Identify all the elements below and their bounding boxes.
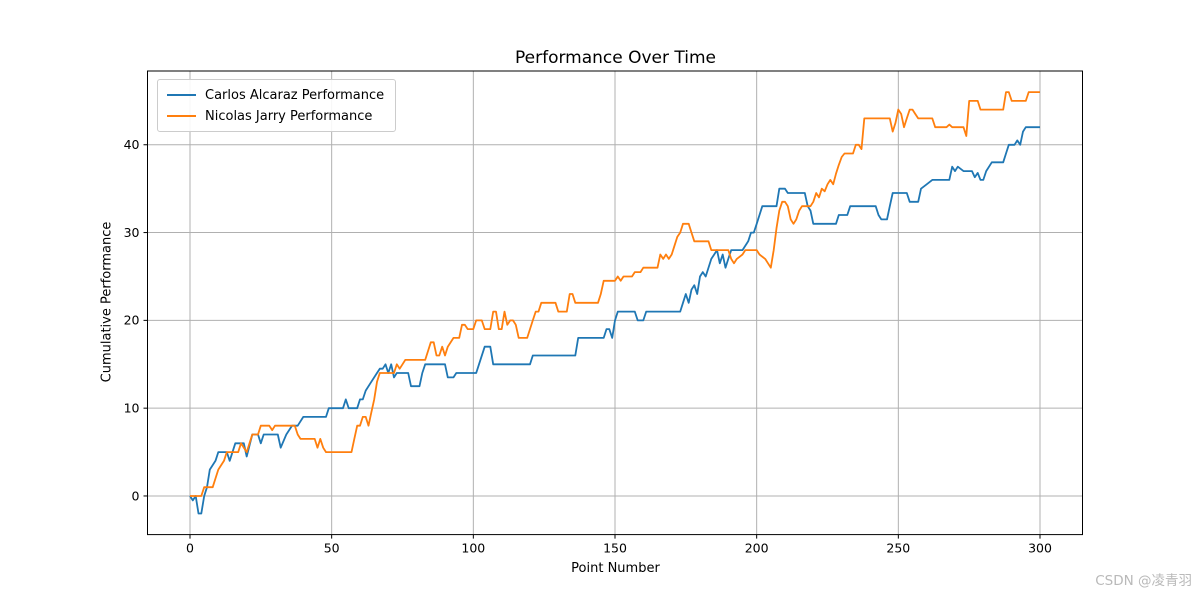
series-line-carlos-alcaraz-performance bbox=[189, 126, 1040, 515]
chart-title: Performance Over Time bbox=[514, 48, 717, 68]
x-tick-label-100: 100 bbox=[461, 541, 485, 556]
y-tick-label-10: 10 bbox=[124, 400, 140, 415]
tick-labels: 0 50 100 150 200 250 300 0 10 20 30 40 bbox=[124, 137, 1052, 556]
y-tick-label-40: 40 bbox=[124, 137, 140, 152]
y-tick-label-0: 0 bbox=[132, 488, 140, 503]
legend-item-carlos-alcaraz: Carlos Alcaraz Performance bbox=[167, 86, 384, 104]
series-line-nicolas-jarry-performance bbox=[190, 91, 1040, 497]
x-axis-label: Point Number bbox=[571, 561, 660, 576]
watermark: CSDN @凌青羽 bbox=[1095, 573, 1192, 589]
x-tick-label-50: 50 bbox=[324, 541, 340, 556]
gridlines bbox=[147, 71, 1083, 535]
legend-label-nicolas-jarry: Nicolas Jarry Performance bbox=[205, 108, 373, 124]
legend: Carlos Alcaraz Performance Nicolas Jarry… bbox=[157, 79, 397, 132]
x-tick-label-150: 150 bbox=[603, 541, 627, 556]
x-tick-label-0: 0 bbox=[186, 541, 194, 556]
legend-line-swatch-carlos-alcaraz bbox=[167, 94, 196, 96]
y-tick-label-20: 20 bbox=[124, 313, 140, 328]
y-axis-label: Cumulative Performance bbox=[99, 221, 115, 383]
legend-label-carlos-alcaraz: Carlos Alcaraz Performance bbox=[205, 87, 385, 103]
legend-line-swatch-nicolas-jarry bbox=[167, 115, 196, 117]
y-tick-label-30: 30 bbox=[124, 225, 140, 240]
tick-marks bbox=[143, 144, 1041, 539]
x-tick-label-300: 300 bbox=[1028, 541, 1052, 556]
x-tick-label-200: 200 bbox=[745, 541, 769, 556]
x-tick-label-250: 250 bbox=[886, 541, 910, 556]
legend-item-nicolas-jarry: Nicolas Jarry Performance bbox=[167, 107, 384, 125]
